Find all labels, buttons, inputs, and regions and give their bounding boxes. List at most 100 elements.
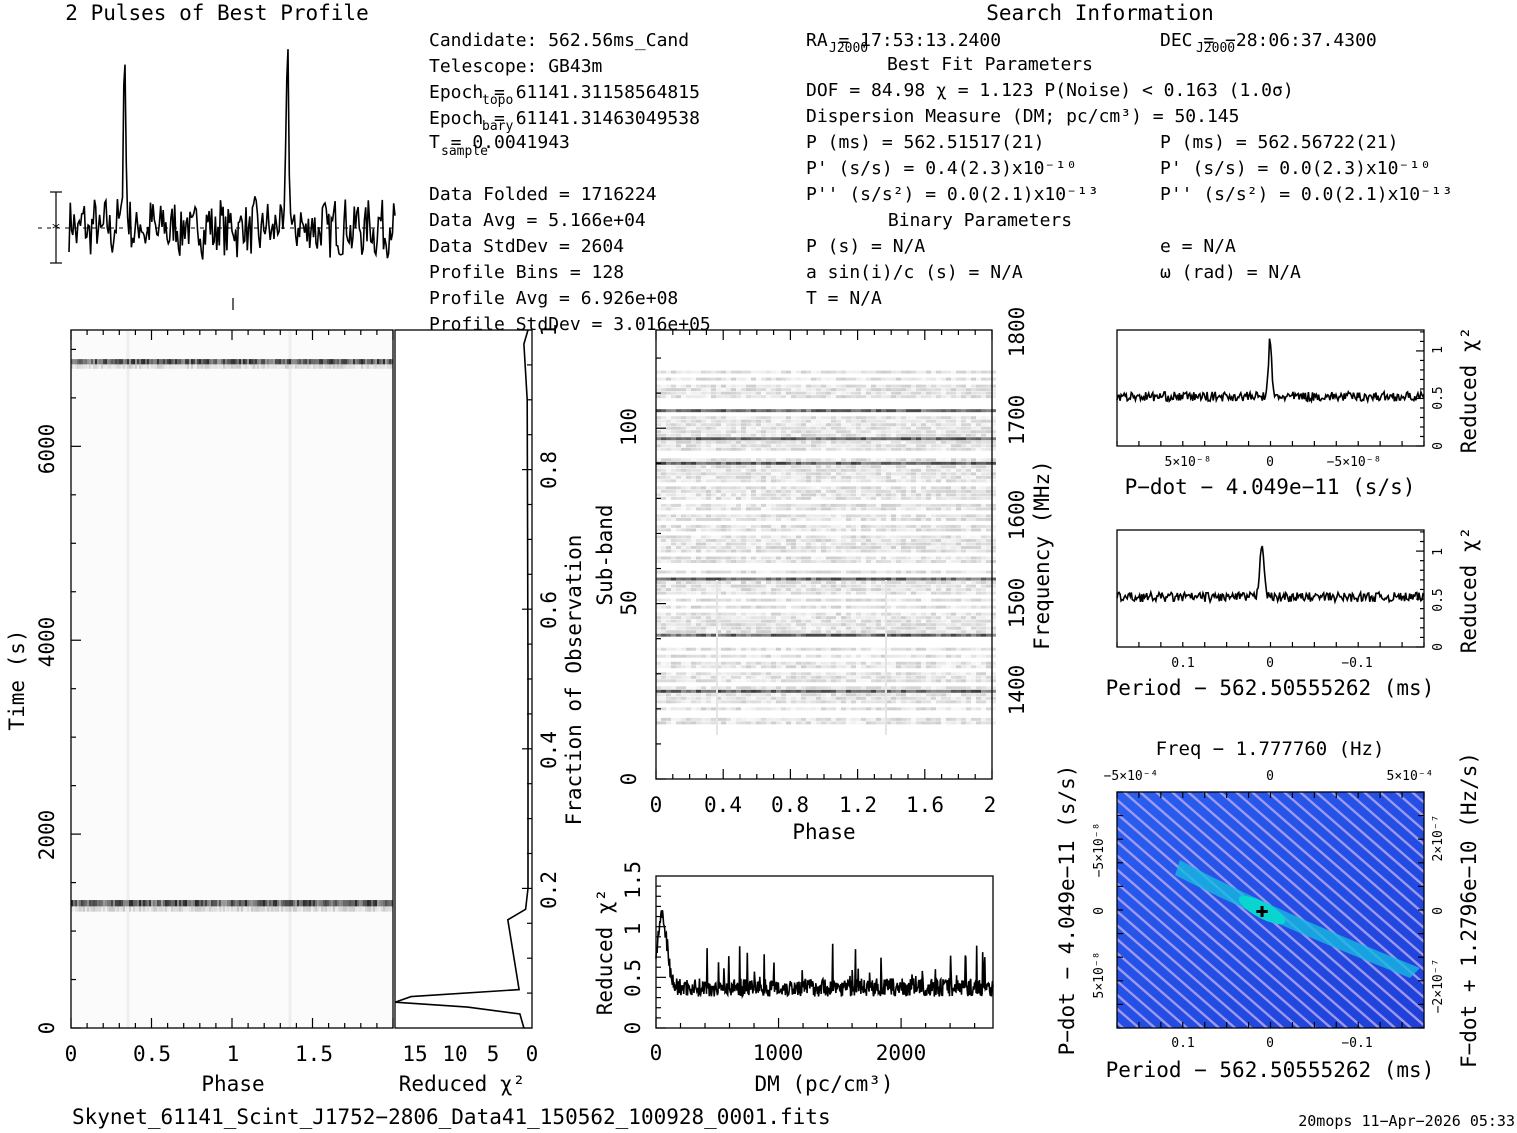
sb-band-cell	[901, 479, 906, 483]
sb-band-cell	[706, 584, 711, 588]
sb-band-cell	[736, 517, 741, 521]
tp-band-cell	[167, 364, 169, 369]
sb-band-cell	[931, 717, 936, 721]
sb-band-cell	[716, 475, 721, 479]
tp-band-cell	[129, 359, 131, 365]
sb-band-cell	[661, 633, 666, 637]
sb-band-cell	[681, 588, 686, 592]
tp-band-cell	[357, 359, 359, 365]
sb-band-cell	[936, 679, 941, 683]
sb-band-cell	[856, 430, 861, 434]
sb-band-cell	[856, 489, 861, 493]
sb-band-cell	[906, 588, 911, 592]
sb-band-cell	[866, 689, 871, 693]
sb-band-cell	[796, 472, 801, 476]
sb-band-cell	[891, 465, 896, 469]
sb-band-cell	[861, 623, 866, 627]
sb-band-cell	[981, 630, 986, 634]
sb-band-cell	[701, 623, 706, 627]
sb-band-cell	[911, 577, 916, 581]
sb-band-cell	[656, 433, 661, 437]
sb-band-cell	[731, 623, 736, 627]
sb-band-cell	[876, 486, 881, 490]
sb-band-cell	[676, 707, 681, 711]
sb-band-cell	[736, 549, 741, 553]
sb-band-cell	[806, 528, 811, 532]
sb-band-cell	[721, 619, 726, 623]
sb-band-cell	[696, 675, 701, 679]
sb-band-cell	[851, 696, 856, 700]
sb-band-cell	[926, 486, 931, 490]
sb-band-cell	[856, 423, 861, 427]
tp-band-cell	[91, 906, 93, 912]
tp-band-cell	[95, 364, 97, 369]
sb-band-cell	[906, 486, 911, 490]
sb-band-cell	[886, 598, 891, 602]
sb-band-cell	[686, 503, 691, 507]
sb-band-cell	[676, 588, 681, 592]
sb-band-cell	[931, 437, 936, 441]
sb-band-cell	[741, 437, 746, 441]
sb-band-cell	[776, 538, 781, 542]
sb-band-cell	[851, 570, 856, 574]
sb-band-cell	[901, 440, 906, 444]
sb-band-cell	[936, 700, 941, 704]
sb-band-cell	[731, 633, 736, 637]
sb-band-cell	[741, 440, 746, 444]
sb-band-cell	[941, 700, 946, 704]
sb-band-cell	[796, 535, 801, 539]
sb-band-cell	[946, 560, 951, 564]
sb-band-cell	[831, 717, 836, 721]
sb-band-cell	[781, 672, 786, 676]
sb-band-cell	[986, 591, 991, 595]
tp-band-cell	[233, 364, 235, 369]
tp-band-cell	[197, 364, 199, 369]
sb-band-cell	[746, 538, 751, 542]
time-phase-bands	[71, 359, 393, 912]
sb-band-cell	[851, 517, 856, 521]
sb-band-cell	[741, 679, 746, 683]
sb-band-cell	[796, 679, 801, 683]
sb-band-cell	[736, 623, 741, 627]
tp-band-cell	[285, 906, 287, 912]
sb-band-cell	[951, 623, 956, 627]
sb-band-cell	[936, 465, 941, 469]
sb-band-cell	[961, 584, 966, 588]
tp-band-cell	[333, 364, 335, 369]
tp-band-cell	[163, 906, 165, 912]
sb-band-cell	[951, 577, 956, 581]
sb-band-cell	[961, 430, 966, 434]
sb-band-cell	[951, 517, 956, 521]
sb-band-cell	[706, 538, 711, 542]
sb-band-cell	[781, 517, 786, 521]
sb-band-cell	[701, 689, 706, 693]
sb-band-cell	[766, 619, 771, 623]
sb-band-cell	[876, 577, 881, 581]
sb-band-cell	[676, 514, 681, 518]
sb-band-cell	[916, 430, 921, 434]
sb-band-cell	[671, 465, 676, 469]
tp-band-cell	[137, 900, 139, 907]
sb-band-cell	[921, 433, 926, 437]
sb-band-cell	[926, 619, 931, 623]
sb-band-cell	[731, 465, 736, 469]
sb-band-cell	[726, 588, 731, 592]
sb-band-cell	[761, 545, 766, 549]
sb-band-cell	[961, 423, 966, 427]
sb-band-cell	[726, 665, 731, 669]
sb-band-cell	[961, 654, 966, 658]
sb-band-cell	[901, 465, 906, 469]
sb-band-cell	[931, 433, 936, 437]
sb-band-cell	[681, 581, 686, 585]
tp-band-cell	[311, 359, 313, 365]
sb-band-cell	[836, 679, 841, 683]
sb-band-cell	[881, 545, 886, 549]
sb-band-cell	[746, 524, 751, 528]
tp-band-cell	[277, 364, 279, 369]
sb-band-cell	[951, 538, 956, 542]
sb-band-cell	[966, 524, 971, 528]
tp-band-cell	[309, 364, 311, 369]
sb-band-cell	[911, 538, 916, 542]
sb-band-cell	[856, 647, 861, 651]
sb-band-cell	[891, 496, 896, 500]
